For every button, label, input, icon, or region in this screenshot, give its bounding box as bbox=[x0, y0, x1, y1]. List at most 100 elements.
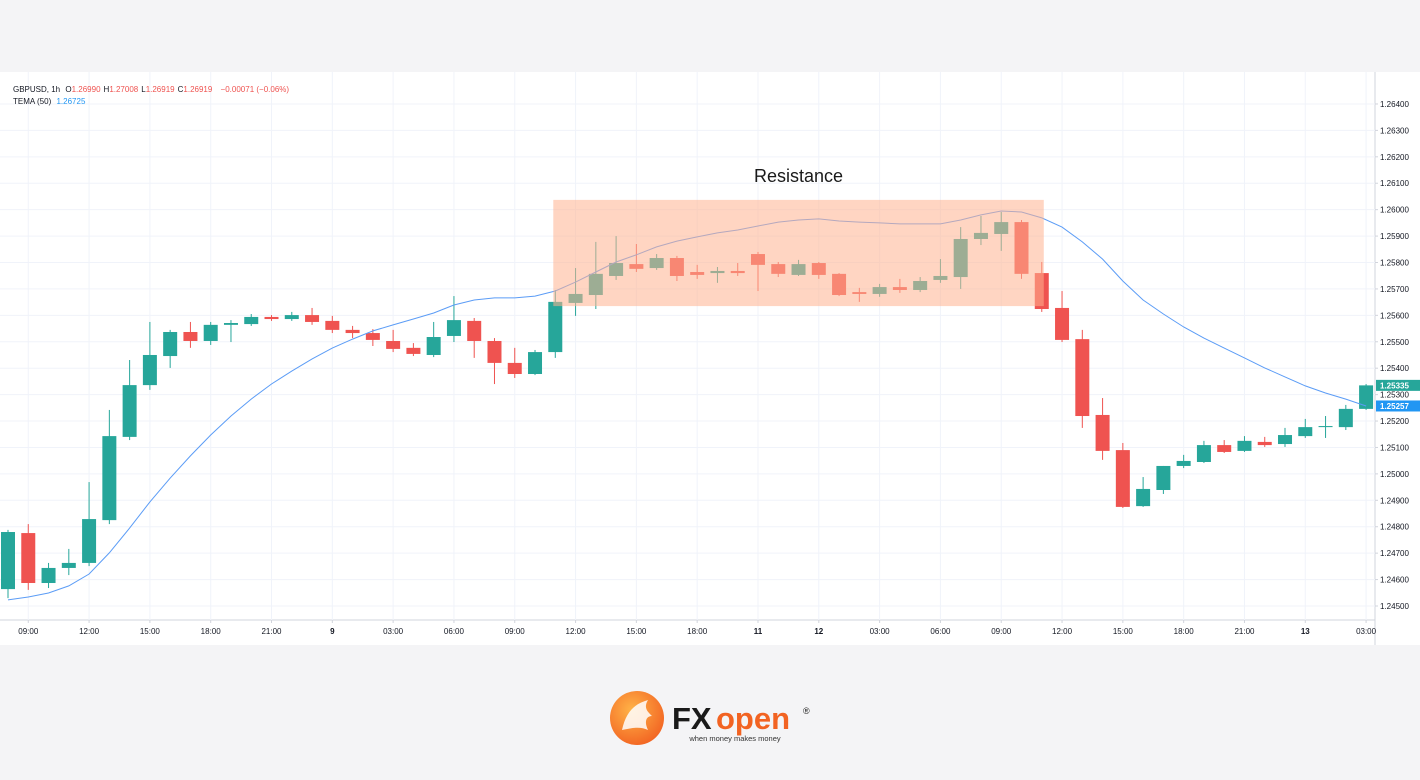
y-tick-label: 1.25800 bbox=[1380, 259, 1409, 268]
x-tick-label: 13 bbox=[1301, 627, 1310, 636]
candle-body bbox=[1075, 339, 1090, 417]
y-tick-label: 1.25000 bbox=[1380, 470, 1409, 479]
change: −0.00071 (−0.06%) bbox=[220, 85, 290, 94]
candle-body bbox=[1237, 440, 1252, 451]
candle-body bbox=[1278, 435, 1293, 445]
candle-body bbox=[21, 533, 36, 584]
x-tick-label: 18:00 bbox=[1174, 627, 1195, 636]
y-tick-label: 1.24700 bbox=[1380, 549, 1409, 558]
symbol: GBPUSD, 1h bbox=[13, 85, 61, 94]
legend: GBPUSD, 1h O1.26990 H1.27008 L1.26919 C1.26… bbox=[13, 84, 292, 108]
x-tick-label: 12:00 bbox=[1052, 627, 1073, 636]
overlay: Resistance bbox=[553, 166, 1044, 307]
x-tick-label: 06:00 bbox=[930, 627, 951, 636]
candle-body bbox=[467, 320, 482, 341]
ohlc: O1.26990 H1.27008 L1.26919 C1.26919 bbox=[65, 85, 215, 94]
candle-body bbox=[548, 301, 563, 353]
candle-body bbox=[426, 337, 441, 355]
candle-body bbox=[102, 436, 117, 521]
candle-body bbox=[386, 340, 401, 349]
x-tick-label: 03:00 bbox=[383, 627, 404, 636]
candle-body bbox=[1217, 445, 1232, 452]
indicator-row: TEMA (50) 1.26725 bbox=[13, 96, 292, 108]
candle-body bbox=[163, 331, 178, 357]
candle-body bbox=[325, 320, 340, 330]
x-tick-label: 03:00 bbox=[1356, 627, 1377, 636]
y-tick-label: 1.26200 bbox=[1380, 153, 1409, 162]
ohlc-label: H bbox=[103, 85, 110, 94]
candle-body bbox=[345, 329, 360, 334]
logo-icon-shape bbox=[622, 700, 652, 730]
candle-body bbox=[1156, 465, 1171, 491]
candle-body bbox=[1298, 427, 1313, 437]
y-tick-label: 1.24600 bbox=[1380, 576, 1409, 585]
candle-body bbox=[244, 316, 259, 325]
ohlc-value: 1.26919 bbox=[183, 85, 213, 94]
candle-body bbox=[223, 323, 238, 325]
candle-body bbox=[1, 532, 15, 590]
y-tick-label: 1.26000 bbox=[1380, 206, 1409, 215]
y-tick-label: 1.25200 bbox=[1380, 417, 1409, 426]
candle-body bbox=[446, 320, 461, 336]
x-tick-label: 09:00 bbox=[505, 627, 526, 636]
x-tick-label: 12:00 bbox=[566, 627, 587, 636]
x-tick-label: 12 bbox=[814, 627, 823, 636]
candle-body bbox=[406, 347, 421, 354]
x-tick-label: 15:00 bbox=[1113, 627, 1134, 636]
x-tick-label: 09:00 bbox=[18, 627, 39, 636]
y-tick-label: 1.25100 bbox=[1380, 443, 1409, 452]
y-tick-label: 1.25400 bbox=[1380, 364, 1409, 373]
x-tick-label: 09:00 bbox=[991, 627, 1012, 636]
symbol-row: GBPUSD, 1h O1.26990 H1.27008 L1.26919 C1.26… bbox=[13, 84, 292, 96]
x-tick-label: 12:00 bbox=[79, 627, 100, 636]
price-tag bbox=[1376, 400, 1420, 412]
candle-body bbox=[1318, 426, 1333, 428]
ohlc-label: L bbox=[141, 85, 146, 94]
y-tick-label: 1.24500 bbox=[1380, 602, 1409, 611]
candle-body bbox=[487, 340, 502, 363]
candle-body bbox=[1257, 441, 1272, 446]
candle-body bbox=[305, 315, 320, 322]
ohlc-value: 1.26919 bbox=[145, 85, 175, 94]
price-tag bbox=[1376, 379, 1420, 391]
candle-body bbox=[142, 354, 157, 386]
y-tick-label: 1.26100 bbox=[1380, 179, 1409, 188]
logo-mark: ® bbox=[803, 706, 810, 716]
x-tick-label: 21:00 bbox=[261, 627, 282, 636]
y-tick-label: 1.25600 bbox=[1380, 311, 1409, 320]
ohlc-value: 1.27008 bbox=[109, 85, 139, 94]
y-tick-label: 1.25700 bbox=[1380, 285, 1409, 294]
y-tick-label: 1.24900 bbox=[1380, 496, 1409, 505]
logo-brand-a: FX bbox=[672, 701, 712, 736]
candle-body bbox=[41, 567, 56, 584]
ohlc-label: O bbox=[65, 85, 72, 94]
chart-panel bbox=[0, 72, 1420, 645]
candle-body bbox=[1136, 488, 1151, 507]
x-tick-label: 15:00 bbox=[140, 627, 161, 636]
x-tick-label: 15:00 bbox=[626, 627, 647, 636]
logo: FX open ® when money makes money bbox=[610, 691, 810, 745]
candle-body bbox=[284, 315, 299, 320]
candle-body bbox=[264, 316, 279, 320]
x-tick-label: 06:00 bbox=[444, 627, 465, 636]
indicator-name: TEMA (50) bbox=[13, 97, 52, 106]
logo-tagline: when money makes money bbox=[688, 734, 781, 743]
grid bbox=[0, 72, 1375, 620]
candle-body bbox=[528, 352, 543, 375]
y-tick-label: 1.25300 bbox=[1380, 391, 1409, 400]
x-tick-label: 9 bbox=[330, 627, 335, 636]
x-tick-label: 18:00 bbox=[201, 627, 222, 636]
x-tick-label: 11 bbox=[754, 627, 763, 636]
y-tick-label: 1.26300 bbox=[1380, 126, 1409, 135]
candle-body bbox=[507, 362, 522, 375]
y-tick-label: 1.25900 bbox=[1380, 232, 1409, 241]
candle-body bbox=[1338, 408, 1353, 428]
candle-body bbox=[1115, 450, 1130, 507]
candle-body bbox=[61, 562, 76, 568]
indicator-value: 1.26725 bbox=[56, 97, 86, 106]
candle-body bbox=[365, 333, 380, 340]
axes: 1.24500 1.24600 1.24700 1.24800 1.24900 1.250… bbox=[18, 100, 1420, 636]
y-tick-label: 1.26400 bbox=[1380, 100, 1409, 109]
